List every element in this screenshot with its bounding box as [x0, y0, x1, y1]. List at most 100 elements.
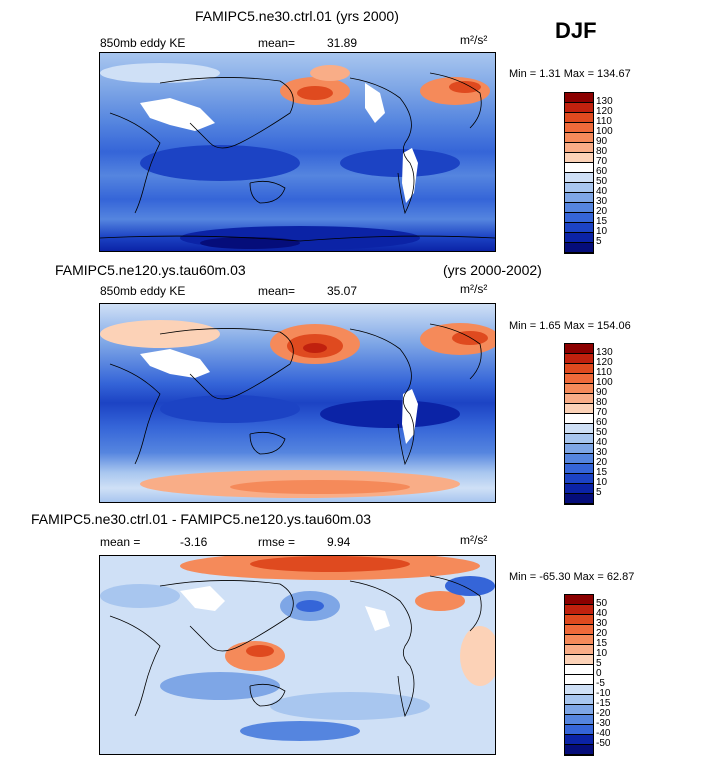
colorbar-tick-label: 110 — [596, 367, 612, 378]
panel2-units: m²/s² — [460, 282, 488, 296]
colorbar-cell — [565, 143, 593, 153]
panel3-colorbar — [564, 594, 594, 756]
colorbar-cell — [565, 444, 593, 454]
colorbar-cell — [565, 354, 593, 364]
panel2-field-label: 850mb eddy KE — [100, 284, 186, 298]
panel2-map-svg — [100, 304, 495, 502]
panel3-rmse-value: 9.94 — [327, 535, 351, 549]
colorbar-cell — [565, 464, 593, 474]
panel3-units: m²/s² — [460, 533, 488, 547]
colorbar-tick-label: 0 — [596, 668, 602, 679]
colorbar-tick-label: -10 — [596, 688, 611, 699]
panel3-mean-label: mean = — [100, 535, 141, 549]
colorbar-cell — [565, 615, 593, 625]
panel2-min-max: Min = 1.65 Max = 154.06 — [509, 320, 631, 332]
colorbar-cell — [565, 424, 593, 434]
colorbar-cell — [565, 384, 593, 394]
season-label: DJF — [555, 18, 597, 43]
colorbar-cell — [565, 645, 593, 655]
colorbar-cell — [565, 123, 593, 133]
colorbar-cell — [565, 434, 593, 444]
panel1-mean-label: mean= — [258, 36, 296, 50]
colorbar-cell — [565, 103, 593, 113]
colorbar-cell — [565, 213, 593, 223]
panel1-map — [99, 52, 496, 252]
colorbar-cell — [565, 183, 593, 193]
colorbar-tick-label: -30 — [596, 718, 611, 729]
colorbar-tick-label: 100 — [596, 126, 613, 137]
panel3-map-svg — [100, 556, 495, 754]
colorbar-cell — [565, 374, 593, 384]
colorbar-tick-label: 120 — [596, 106, 613, 117]
colorbar-cell — [565, 173, 593, 183]
panel1-units: m²/s² — [460, 33, 488, 47]
colorbar-tick-label: 50 — [596, 598, 608, 609]
panel1-title: FAMIPC5.ne30.ctrl.01 (yrs 2000) — [195, 8, 399, 24]
colorbar-tick-label: -40 — [596, 728, 611, 739]
panel3-mean-value: -3.16 — [180, 535, 208, 549]
panel3-min-max: Min = -65.30 Max = 62.87 — [509, 571, 635, 583]
colorbar-tick-label: -50 — [596, 738, 611, 749]
panel1-mean-value: 31.89 — [327, 36, 358, 50]
colorbar-cell — [565, 344, 593, 354]
panel3-rmse-label: rmse = — [258, 535, 296, 549]
colorbar-tick-label: 90 — [596, 136, 608, 147]
colorbar-tick-label: 15 — [596, 467, 608, 478]
colorbar-cell — [565, 695, 593, 705]
panel3-map — [99, 555, 496, 755]
panel2-title: FAMIPC5.ne120.ys.tau60m.03 — [55, 262, 246, 278]
panel1-min-max: Min = 1.31 Max = 134.67 — [509, 68, 631, 80]
colorbar-tick-label: 110 — [596, 116, 612, 127]
colorbar-cell — [565, 635, 593, 645]
colorbar-tick-label: 30 — [596, 447, 608, 458]
colorbar-tick-label: 100 — [596, 377, 613, 388]
colorbar-cell — [565, 404, 593, 414]
colorbar-cell — [565, 414, 593, 424]
colorbar-cell — [565, 223, 593, 233]
colorbar-cell — [565, 655, 593, 665]
colorbar-cell — [565, 605, 593, 615]
colorbar-cell — [565, 675, 593, 685]
panel3-title: FAMIPC5.ne30.ctrl.01 - FAMIPC5.ne120.ys.… — [31, 511, 372, 527]
colorbar-tick-label: 40 — [596, 608, 608, 619]
colorbar-cell — [565, 745, 593, 755]
panel2-mean-value: 35.07 — [327, 284, 358, 298]
colorbar-cell — [565, 193, 593, 203]
colorbar-tick-label: 60 — [596, 417, 608, 428]
colorbar-tick-label: 30 — [596, 618, 608, 629]
colorbar-tick-label: 15 — [596, 216, 608, 227]
colorbar-tick-label: 40 — [596, 186, 608, 197]
colorbar-tick-label: 80 — [596, 146, 608, 157]
colorbar-tick-label: 30 — [596, 196, 608, 207]
colorbar-cell — [565, 735, 593, 745]
colorbar-cell — [565, 163, 593, 173]
colorbar-tick-label: 40 — [596, 437, 608, 448]
colorbar-cell — [565, 203, 593, 213]
panel1-map-svg — [100, 53, 495, 251]
colorbar-tick-label: 15 — [596, 638, 608, 649]
colorbar-cell — [565, 364, 593, 374]
colorbar-cell — [565, 153, 593, 163]
colorbar-cell — [565, 454, 593, 464]
colorbar-cell — [565, 484, 593, 494]
colorbar-tick-label: 5 — [596, 236, 602, 247]
colorbar-cell — [565, 665, 593, 675]
panel2-title-years: (yrs 2000-2002) — [443, 262, 542, 278]
panel2-map — [99, 303, 496, 503]
colorbar-cell — [565, 113, 593, 123]
colorbar-tick-label: 10 — [596, 648, 608, 659]
colorbar-cell — [565, 233, 593, 243]
colorbar-cell — [565, 625, 593, 635]
colorbar-tick-label: 20 — [596, 206, 608, 217]
colorbar-cell — [565, 685, 593, 695]
colorbar-cell — [565, 93, 593, 103]
colorbar-tick-label: 80 — [596, 397, 608, 408]
colorbar-tick-label: 60 — [596, 166, 608, 177]
panel1-field-label: 850mb eddy KE — [100, 36, 186, 50]
colorbar-tick-label: 50 — [596, 176, 608, 187]
colorbar-tick-label: 70 — [596, 407, 608, 418]
colorbar-tick-label: 130 — [596, 96, 613, 107]
colorbar-tick-label: 5 — [596, 658, 602, 669]
colorbar-cell — [565, 705, 593, 715]
colorbar-tick-label: -5 — [596, 678, 605, 689]
